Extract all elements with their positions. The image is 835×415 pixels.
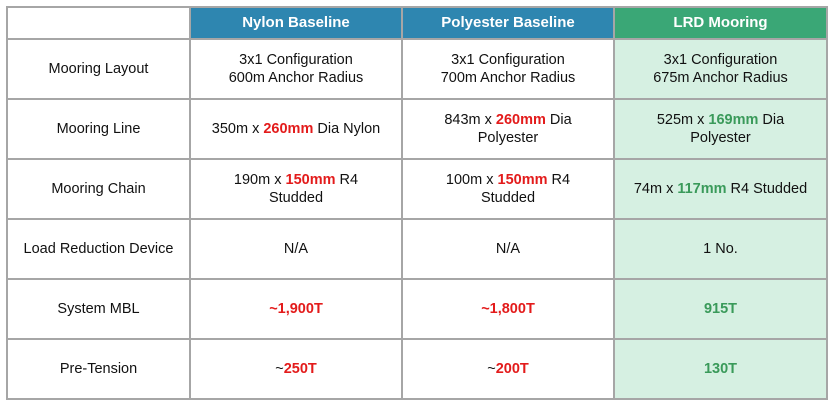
highlighted-value: 915T [703,301,738,317]
highlighted-value: 169mm [708,112,759,128]
polyester-baseline-cell: ~1,800T [401,278,615,340]
cell-text: 600m Anchor Radius [228,70,364,86]
row-label: Mooring Line [6,98,191,160]
header-nylon-baseline: Nylon Baseline [189,6,403,40]
highlighted-value: 260mm [263,121,314,137]
cell-text: Polyester [477,130,539,146]
polyester-baseline-cell: 3x1 Configuration 700m Anchor Radius [401,38,615,100]
nylon-baseline-cell: ~250T [189,338,403,400]
row-label: Mooring Chain [6,158,191,220]
highlighted-value: 150mm [285,172,336,188]
cell-text: 3x1 Configuration [451,52,565,68]
cell-text: ~ [275,361,284,377]
highlighted-value: ~1,800T [481,301,535,317]
nylon-baseline-cell: 3x1 Configuration 600m Anchor Radius [189,38,403,100]
cell-text: 3x1 Configuration [663,52,778,68]
comparison-table-wrapper: Nylon Baseline Polyester Baseline LRD Mo… [6,6,828,400]
cell-text: 843m x [444,112,496,128]
cell-text: 1 No. [703,241,738,257]
lrd-mooring-cell: 915T [613,278,828,340]
polyester-baseline-cell: 100m x 150mm R4 Studded [401,158,615,220]
header-corner-cell [6,6,191,40]
cell-text: 74m x [633,181,678,197]
table-body: Mooring Layout 3x1 Configuration 600m Anch… [6,38,828,400]
mooring-comparison-table: Nylon Baseline Polyester Baseline LRD Mo… [6,6,828,400]
cell-text: 700m Anchor Radius [440,70,576,86]
highlighted-value: ~1,900T [269,301,323,317]
header-polyester-baseline: Polyester Baseline [401,6,615,40]
cell-text: N/A [495,241,521,257]
cell-text: R4 [335,172,359,188]
cell-text: 190m x [233,172,286,188]
row-label: Pre-Tension [6,338,191,400]
highlighted-value: 250T [283,361,317,377]
polyester-baseline-cell: 843m x 260mm Dia Polyester [401,98,615,160]
table-row: Mooring Chain 190m x 150mm R4 Studded 100m … [6,158,828,220]
table-row: Mooring Line 350m x 260mm Dia Nylon 843m x… [6,98,828,160]
cell-text: Polyester [690,130,751,146]
cell-text: 525m x [656,112,709,128]
cell-text: Studded [480,190,536,206]
table-row: Pre-Tension ~250T ~200T 130T [6,338,828,400]
table-row: Load Reduction Device N/A N/A 1 No. [6,218,828,280]
lrd-mooring-cell: 74m x 117mm R4 Studded [613,158,828,220]
cell-text: 3x1 Configuration [239,52,353,68]
cell-text: Studded [268,190,324,206]
cell-text: R4 Studded [726,181,808,197]
cell-text: N/A [283,241,309,257]
nylon-baseline-cell: ~1,900T [189,278,403,340]
cell-text: 350m x [211,121,264,137]
cell-text: 100m x [445,172,498,188]
highlighted-value: 130T [703,361,738,377]
row-label: Mooring Layout [6,38,191,100]
nylon-baseline-cell: 350m x 260mm Dia Nylon [189,98,403,160]
lrd-mooring-cell: 1 No. [613,218,828,280]
nylon-baseline-cell: 190m x 150mm R4 Studded [189,158,403,220]
highlighted-value: 150mm [497,172,548,188]
cell-text: Dia [545,112,572,128]
table-row: System MBL ~1,900T ~1,800T 915T [6,278,828,340]
nylon-baseline-cell: N/A [189,218,403,280]
polyester-baseline-cell: ~200T [401,338,615,400]
highlighted-value: 200T [495,361,529,377]
row-label: System MBL [6,278,191,340]
lrd-mooring-cell: 3x1 Configuration 675m Anchor Radius [613,38,828,100]
polyester-baseline-cell: N/A [401,218,615,280]
lrd-mooring-cell: 525m x 169mm Dia Polyester [613,98,828,160]
cell-text: ~ [487,361,496,377]
row-label: Load Reduction Device [6,218,191,280]
lrd-mooring-cell: 130T [613,338,828,400]
highlighted-value: 117mm [677,181,727,197]
cell-text: Dia Nylon [313,121,381,137]
highlighted-value: 260mm [495,112,546,128]
table-row: Mooring Layout 3x1 Configuration 600m Anch… [6,38,828,100]
cell-text: Dia [758,112,785,128]
cell-text: 675m Anchor Radius [653,70,788,86]
header-row: Nylon Baseline Polyester Baseline LRD Mo… [6,6,828,40]
header-lrd-mooring: LRD Mooring [613,6,828,40]
cell-text: R4 [547,172,571,188]
